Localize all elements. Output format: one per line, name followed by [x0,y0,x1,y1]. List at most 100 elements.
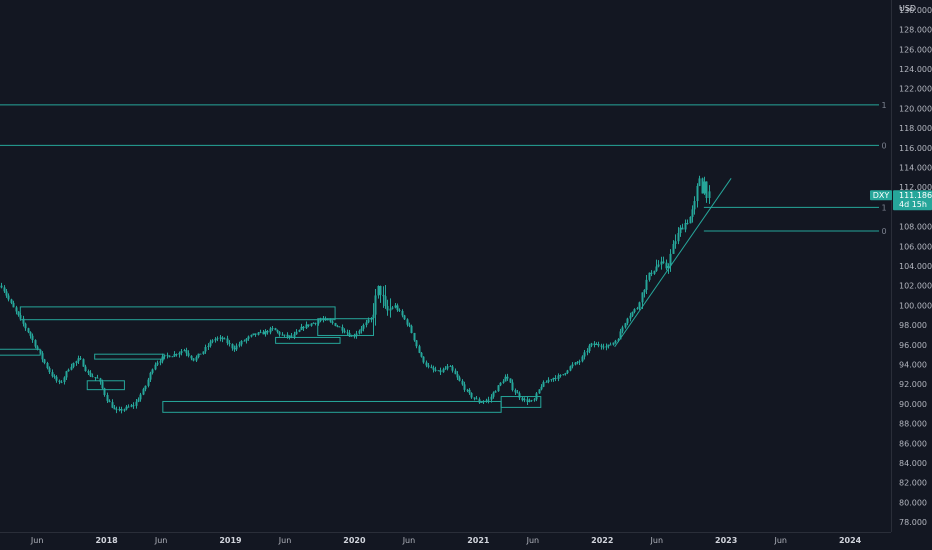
candle-body [209,341,212,346]
candle-body [631,312,634,316]
candle-body [3,287,6,292]
candle-body [449,366,452,367]
candle-body [288,335,291,337]
candle-body [10,299,13,303]
candle-body [597,344,600,346]
candle-body [360,328,363,331]
candle-body [108,400,111,403]
candle-body [478,399,481,403]
candle-body [480,402,483,403]
symbol-tag-bg [870,190,892,201]
candle-body [684,223,687,230]
zone-rectangle[interactable] [500,396,542,408]
candle-body [403,315,406,320]
candle-body [672,243,675,254]
price-axis[interactable]: 78.000 80.000 82.000 84.000 86.000 88.000 90.0… [899,6,932,527]
candle-body [530,400,533,402]
price-tick-label: 90.000 [899,400,927,409]
trend-line[interactable] [614,178,732,348]
candle-body [430,366,433,368]
candle-body [686,223,689,224]
candle-body [355,333,358,337]
candle-body [473,397,476,399]
candle-body [358,330,361,334]
candle-body [528,400,531,402]
candle-body [698,178,701,186]
candle-body [5,291,8,296]
candle-body [391,307,394,309]
candle-body [39,349,42,354]
candle-body [252,333,255,335]
candle-body [0,285,3,288]
candle-body [87,371,90,373]
candle-body [178,352,181,355]
candle-body [492,392,495,397]
candle-body [708,191,711,199]
candle-body [233,348,236,350]
candle-body [643,289,646,293]
candle-body [334,323,337,326]
price-unit-label: USD [899,4,916,13]
candle-body [163,354,166,357]
candle-body [130,405,133,407]
fib-level-label: 0 [881,141,886,150]
time-tick-label: Jun [526,536,540,545]
price-tick-label: 96.000 [899,341,927,350]
candle-body [600,345,603,347]
candle-body [638,302,641,309]
candle-body [370,318,373,320]
price-tick-label: 122.000 [899,85,932,94]
zone-rectangle[interactable] [86,380,125,391]
candle-body [681,227,684,230]
candle-body [562,374,565,376]
candle-body [27,328,30,333]
time-tick-label: 2018 [95,536,118,545]
candle-body [648,272,651,280]
candle-body [238,344,241,346]
time-tick-label: 2019 [219,536,242,545]
candle-body [204,347,207,352]
candle-body [588,345,591,352]
candle-body [526,399,529,402]
candle-body [550,379,553,381]
candle-body [655,266,658,271]
zone-rectangle[interactable] [275,336,341,344]
candle-body [65,371,68,378]
candle-body [463,384,466,390]
candle-body [283,334,286,336]
candle-body [542,382,545,387]
candle-body [115,409,118,411]
time-tick-label: 2024 [839,536,862,545]
candle-body [406,319,409,325]
time-tick-label: Jun [278,536,292,545]
candle-body [581,356,584,362]
candle-body [139,394,142,400]
candle-body [636,308,639,310]
candle-body [293,334,296,337]
candle-body [487,399,490,401]
candle-body [276,330,279,332]
candle-body [413,332,416,341]
price-tick-label: 94.000 [899,361,927,370]
candle-body [523,399,526,401]
candle-body [645,279,648,290]
candle-body [437,370,440,372]
candle-body [300,326,303,331]
candle-body [125,406,128,410]
candle-body [540,386,543,390]
price-tick-label: 112.000 [899,183,932,192]
candle-body [442,369,445,373]
candle-body [593,343,596,346]
candle-body [346,332,349,334]
candle-body [171,356,174,358]
candle-body [446,366,449,369]
candle-body [576,362,579,364]
candle-layer [0,175,711,414]
price-tick-label: 118.000 [899,124,932,133]
time-tick-label: Jun [650,536,664,545]
time-tick-label: Jun [154,536,168,545]
time-axis[interactable]: Jun 2018 Jun 2019 Jun 2020 Jun 2021 Jun 2022 Jun 20… [30,536,862,545]
symbol-tag-text: DXY [873,191,890,200]
